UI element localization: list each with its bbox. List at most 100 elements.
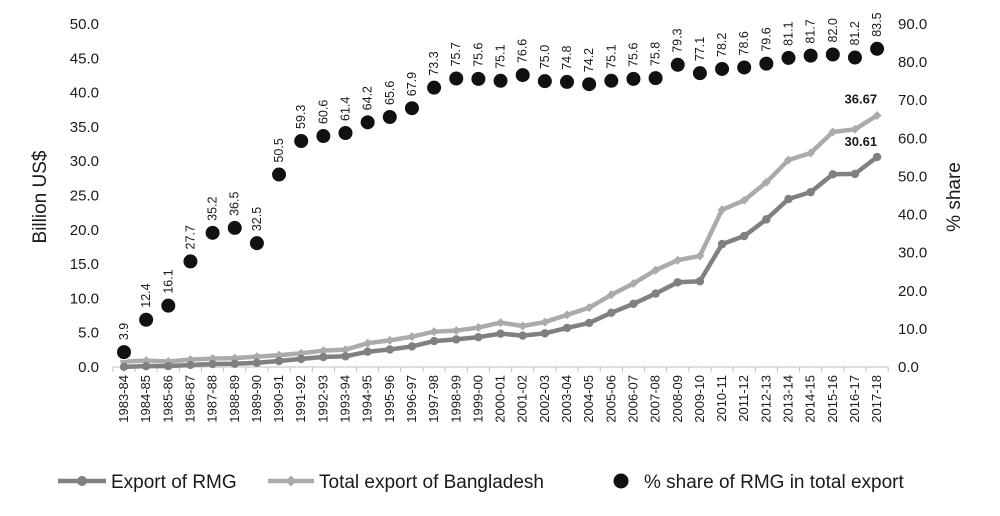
x-tick-label: 2004-05 (581, 375, 596, 423)
x-tick-label: 2008-09 (670, 375, 685, 423)
pct-share-label: 79.6 (759, 27, 773, 51)
left-tick-label: 50.0 (70, 16, 99, 33)
x-tick-label: 2001-02 (515, 375, 530, 423)
total-export-point (407, 332, 417, 342)
total-export-point (518, 321, 528, 331)
total-export-point (341, 345, 350, 355)
pct-share-point (271, 166, 288, 183)
rmg-export-point (164, 361, 173, 371)
rmg-export-point (208, 359, 217, 369)
x-tick-label: 1990-91 (271, 375, 286, 423)
x-tick-label: 1993-94 (338, 375, 353, 423)
x-tick-label: 2002-03 (537, 375, 552, 423)
total-export-point (828, 127, 838, 137)
x-tick-label: 2006-07 (625, 375, 640, 423)
total-export-point (806, 148, 816, 158)
x-tick-label: 2013-14 (781, 375, 796, 423)
rmg-export-point (119, 362, 129, 371)
x-tick-label: 2009-10 (692, 375, 707, 423)
x-tick-label: 2003-04 (559, 375, 574, 423)
right-tick-label: 30.0 (898, 245, 927, 262)
pct-share-label: 32.5 (250, 207, 264, 231)
rmg-export-point (784, 194, 793, 204)
pct-share-point (536, 73, 553, 90)
legend-rmg-marker (77, 476, 87, 486)
pct-share-label: 16.1 (161, 269, 175, 293)
left-tick-label: 35.0 (70, 119, 99, 136)
x-tick-label: 1996-97 (404, 375, 419, 423)
rmg-export-point (762, 215, 771, 224)
left-tick-label: 5.0 (78, 325, 99, 342)
rmg-export-point (584, 318, 594, 328)
total-export-end-label: 36.67 (845, 91, 878, 106)
left-tick-label: 45.0 (70, 50, 99, 67)
pct-share-label: 50.5 (272, 138, 286, 162)
pct-share-point (359, 114, 376, 131)
rmg-export-point (341, 352, 350, 361)
total-export-point (739, 195, 749, 205)
x-tick-label: 1985-86 (160, 375, 175, 423)
pct-share-point (315, 128, 332, 145)
pct-share-point (824, 46, 841, 63)
x-tick-label: 1998-99 (448, 375, 463, 423)
pct-share-label: 75.1 (604, 44, 618, 68)
pct-share-point (381, 108, 398, 125)
series-layer (116, 40, 886, 371)
pct-share-label: 3.9 (117, 323, 131, 340)
rmg-export-point (695, 277, 705, 286)
rmg-export-point (141, 361, 151, 371)
rmg-export-point (717, 239, 727, 249)
total-export-point (473, 323, 483, 333)
pct-share-label: 73.3 (427, 51, 441, 75)
legend: Export of RMG Total export of Bangladesh%… (58, 472, 904, 493)
pct-share-label: 74.8 (560, 46, 574, 70)
rmg-export-point (828, 170, 837, 179)
x-tick-label: 2011-12 (736, 375, 751, 422)
right-axis-ticks: 0.0 10.0 20.0 30.0 40.0 50.0 60.0 70.0 80.0 90.0 (898, 16, 927, 376)
rmg-export-point (562, 323, 572, 333)
pct-share-point (780, 49, 797, 66)
pct-share-label: 75.6 (626, 43, 640, 67)
x-tick-label: 2014-15 (803, 375, 818, 423)
rmg-export-point (252, 358, 262, 367)
pct-share-point (846, 49, 863, 66)
pct-share-point (758, 55, 775, 72)
pct-share-label: 61.4 (339, 97, 353, 121)
right-tick-label: 40.0 (898, 207, 927, 224)
x-tick-label: 2015-16 (825, 375, 840, 423)
total-export-point (584, 303, 594, 313)
pct-share-label: 12.4 (139, 283, 153, 307)
legend-pct-label: % share of RMG in total export (644, 472, 904, 493)
pct-share-point (293, 133, 310, 150)
pct-share-label: 79.3 (671, 28, 685, 52)
x-tick-label: 1999-00 (470, 375, 485, 423)
pct-share-point (514, 67, 531, 84)
right-tick-label: 0.0 (898, 359, 919, 376)
pct-share-point (248, 235, 265, 252)
total-export-point (252, 352, 262, 362)
left-tick-label: 10.0 (70, 290, 99, 307)
x-tick-label: 2012-13 (758, 375, 773, 423)
right-tick-label: 60.0 (898, 130, 927, 147)
rmg-export-point (629, 299, 638, 309)
total-export-point (872, 110, 882, 120)
pct-share-label: 64.2 (361, 86, 375, 110)
pct-share-point (160, 297, 177, 314)
rmg-export-point (319, 352, 328, 362)
rmg-export-point (806, 187, 815, 197)
total-export-point (850, 124, 860, 134)
total-export-point (540, 317, 550, 327)
pct-share-point (559, 73, 575, 90)
pct-share-label: 81.2 (848, 21, 862, 45)
rmg-export-point (363, 347, 372, 356)
rmg-export-point (740, 231, 749, 241)
rmg-export-point (452, 335, 461, 344)
pct-share-point (337, 124, 354, 141)
x-tick-label: 1994-95 (360, 375, 375, 423)
right-tick-label: 20.0 (898, 283, 927, 300)
pct-share-label: 65.6 (383, 81, 397, 105)
legend-pct-marker (613, 473, 629, 489)
total-export-point (628, 278, 638, 288)
pct-share-label: 82.0 (826, 18, 840, 42)
